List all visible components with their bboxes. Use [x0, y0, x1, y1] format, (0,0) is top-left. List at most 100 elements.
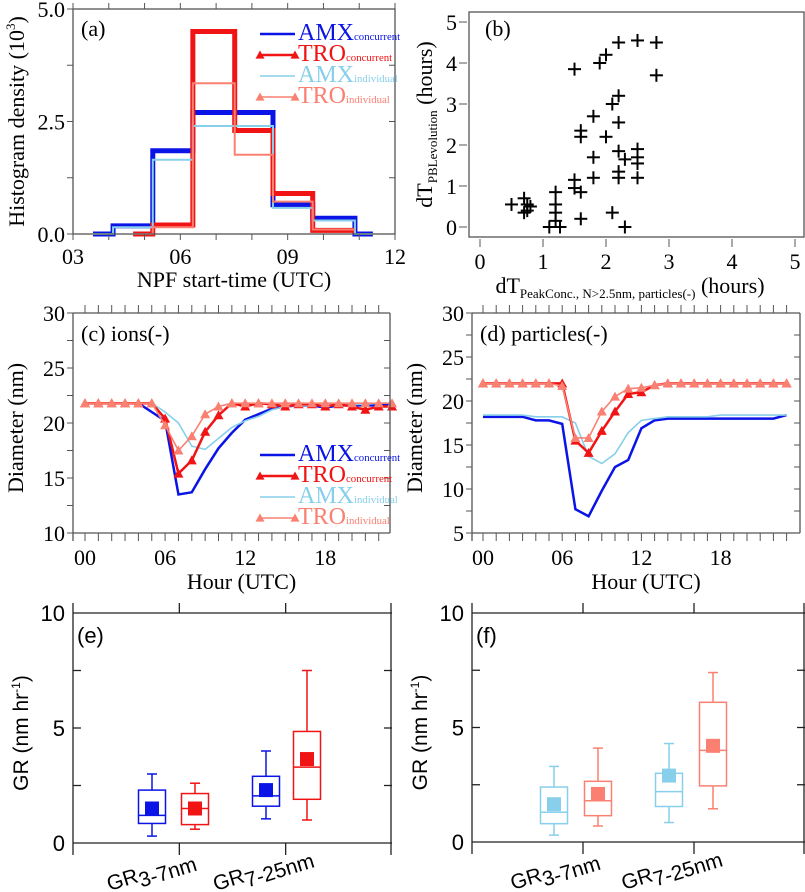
scatter-point	[599, 130, 613, 144]
y-axis-title: GR (nm hr-1)	[408, 675, 432, 791]
legend-sub: individual	[346, 94, 390, 106]
triangle-marker	[160, 420, 171, 430]
triangle-marker	[715, 378, 726, 388]
x-tick-label: 0	[475, 249, 486, 274]
x-axis-title-sub: PeakConc., N>2.5nm, particles(-)	[520, 286, 696, 301]
legend-name: AMX	[298, 62, 354, 88]
y-axis-title-sup: -1	[9, 682, 23, 693]
box-amx_concurrent	[251, 750, 281, 820]
mean-marker	[188, 801, 202, 816]
y-axis-title: GR (nm hr-1)	[9, 675, 33, 791]
x-axis-title: Hour (UTC)	[591, 569, 700, 594]
triangle-marker	[636, 382, 647, 392]
triangle-marker	[623, 383, 634, 393]
panel-d: 00 06 12 18 5 10 15 20 25 30 Hour (UTC) Diameter (n…	[402, 301, 801, 594]
histogram-series-tro_individual	[133, 82, 355, 235]
mean-marker	[662, 768, 676, 783]
y-axis-title-sub: PBLevolution	[425, 110, 440, 183]
x-tick-label: 5	[790, 249, 801, 274]
triangle-marker	[200, 409, 211, 419]
mean-marker	[547, 797, 561, 812]
triangle-marker	[293, 398, 304, 408]
legend-marker	[255, 92, 265, 101]
scatter-point	[593, 56, 607, 70]
triangle-marker	[596, 425, 607, 435]
y-tick-label: 30	[442, 301, 464, 326]
legend-item: TROconcurrent	[255, 462, 392, 488]
y-axis-title: Histogram density (103)	[3, 16, 29, 227]
panel-a: 03 06 09 12 0.0 2.5 5.0 NPF start-time (UTC) His…	[3, 0, 406, 292]
x-tick-label: 12	[630, 545, 652, 570]
legend-sub: concurrent	[346, 473, 392, 485]
scatter-point	[586, 150, 600, 164]
box-iqr	[698, 701, 728, 787]
y-axis-title-end: )	[4, 16, 29, 23]
triangle-marker	[623, 388, 634, 398]
legend-label: TROconcurrent	[298, 462, 392, 488]
category-label-main: GR	[104, 865, 141, 892]
scatter-point	[612, 171, 626, 185]
legend-name: TRO	[298, 462, 346, 488]
legend-label: AMXindividual	[298, 483, 398, 509]
triangle-marker	[360, 404, 371, 414]
box-iqr	[137, 789, 167, 825]
y-tick-label: 0	[53, 831, 65, 856]
triangle-marker	[186, 455, 197, 465]
legend-marker	[290, 471, 300, 480]
category-label-sub: 3-7nm	[540, 852, 604, 891]
scatter-point	[574, 185, 588, 199]
panel-label: (e)	[77, 623, 104, 648]
legend-name: TRO	[298, 83, 346, 109]
scatter-point	[574, 130, 588, 144]
y-tick-label: 5	[453, 521, 464, 546]
x-tick-label: 03	[62, 244, 84, 269]
legend-label: TROconcurrent	[298, 41, 392, 67]
legend-sub: individual	[354, 494, 398, 506]
panel-c: 00 06 12 18 10 15 20 25 30 Hour (UTC) Diameter (nm…	[3, 301, 400, 594]
x-tick-label: 12	[384, 244, 406, 269]
y-tick-label: 5	[446, 10, 457, 35]
y-axis-title: Diameter (nm)	[3, 363, 28, 493]
panel-label: (f)	[476, 623, 497, 648]
category-label: GR7-25nm	[210, 844, 317, 892]
triangle-marker	[173, 468, 184, 478]
box-iqr	[539, 786, 569, 825]
x-axis-title-end: (hours)	[695, 273, 764, 298]
box-iqr	[251, 775, 281, 807]
triangle-marker	[93, 398, 104, 408]
legend-name: AMX	[298, 483, 354, 509]
triangle-marker	[253, 398, 264, 408]
scatter-point	[520, 204, 534, 218]
x-tick-label: 18	[710, 545, 732, 570]
triangle-marker	[347, 398, 357, 408]
scatter-point	[549, 214, 563, 228]
legend: AMXconcurrentTROconcurrentAMXindividualT…	[255, 441, 400, 530]
box-tro_concurrent	[292, 669, 322, 821]
plot-frame	[468, 11, 805, 238]
triangle-marker	[106, 398, 117, 408]
legend-marker	[290, 92, 300, 101]
scatter-point	[618, 220, 632, 234]
triangle-marker	[120, 398, 131, 408]
legend-label: AMXindividual	[298, 62, 398, 88]
triangle-marker	[649, 380, 660, 390]
legend-marker	[255, 50, 265, 59]
mean-marker	[591, 786, 605, 801]
y-axis-title-main: dT	[412, 183, 437, 208]
triangle-marker	[689, 378, 700, 388]
triangle-marker	[742, 378, 752, 388]
legend-name: TRO	[298, 504, 346, 530]
triangle-marker	[530, 378, 541, 388]
y-tick-label: 2.5	[38, 110, 66, 135]
series-line	[483, 413, 787, 518]
triangle-marker	[544, 378, 554, 388]
y-tick-label: 5.0	[38, 0, 66, 22]
y-tick-label: 5	[53, 716, 65, 741]
legend-label: AMXconcurrent	[298, 20, 400, 46]
scatter-point	[649, 36, 663, 49]
triangle-marker	[702, 378, 713, 388]
box-amx_individual	[654, 742, 684, 824]
y-axis-title-end: )	[409, 675, 432, 682]
legend-item: AMXindividual	[260, 483, 398, 509]
y-axis-title-main: GR (nm hr	[409, 692, 432, 790]
